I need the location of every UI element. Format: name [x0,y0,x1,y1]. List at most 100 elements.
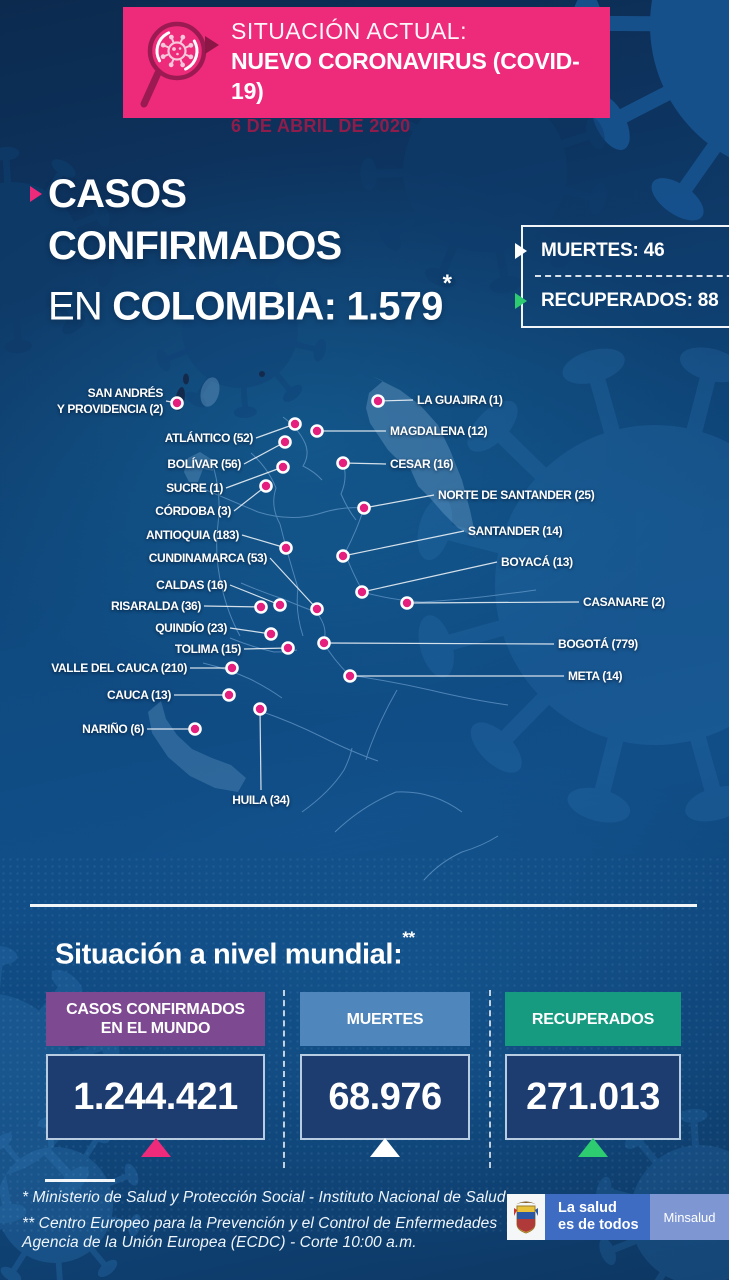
world-deaths-value: 68.976 [328,1075,442,1118]
map-label-norte-de-santander: NORTE DE SANTANDER (25) [438,488,595,502]
banner-kicker: SITUACIÓN ACTUAL: [231,18,467,44]
map-dot-huila [253,702,267,716]
map-label-valle-del-cauca: VALLE DEL CAUCA (210) [51,661,187,675]
leader-line-cesar [342,462,387,465]
world-section-title: Situación a nivel mundial:** [55,928,415,971]
confirmed-asterisk: * [442,270,452,297]
country-shape [161,376,563,909]
island-shadow [200,377,220,407]
map-dot-valle-del-cauca [225,661,239,675]
map-label-antioquia: ANTIOQUIA (183) [146,528,239,542]
world-card-confirmed-header: CASOS CONFIRMADOS EN EL MUNDO [46,992,265,1046]
colombia-coat-of-arms [507,1194,545,1240]
map-dot-cesar [336,456,350,470]
logo-brand: Minsalud [650,1194,729,1240]
map-dot-magdalena [310,424,324,438]
map-dot-quindio [264,627,278,641]
map-shadow-far [179,396,581,929]
map-dot-tolima [281,641,295,655]
world-card-deaths-valuebox: 68.976 [300,1054,470,1140]
leader-line-caldas [229,584,281,606]
world-card-confirmed: CASOS CONFIRMADOS EN EL MUNDO 1.244.421 [46,992,265,1157]
confirmed-cases-title: CASOS CONFIRMADOS EN COLOMBIA: 1.579* [48,168,452,332]
map-label-bolivar: BOLÍVAR (56) [167,457,241,471]
map-label-cordoba: CÓRDOBA (3) [155,504,231,518]
map-label-cauca: CAUCA (13) [106,688,171,702]
leader-line-bogota [323,642,555,645]
map-label-cundinamarca: CUNDINAMARCA (53) [148,551,268,565]
map-dot-caldas [273,598,287,612]
virus-watermark [417,347,729,823]
map-dot-risaralda [254,600,268,614]
deaths-arrow-icon [515,243,527,259]
map-shadow-near [171,388,573,921]
magnifier-virus-icon [140,21,207,108]
banner-date: 6 DE ABRIL DE 2020 [231,116,411,136]
title-arrow-icon [30,186,42,202]
footnote-rule [45,1179,115,1182]
map-dot-atlantico [288,417,302,431]
leader-line-cordoba [233,485,267,512]
leader-line-huila [259,708,262,791]
map-label-cesar: CESAR (16) [390,457,454,471]
world-card-deaths-header: MUERTES [300,992,470,1046]
confirmed-line1: CASOS [48,172,187,216]
map-label-casanare: CASANARE (2) [583,595,665,609]
world-card-recovered-valuebox: 271.013 [505,1054,681,1140]
footnote-1: * Ministerio de Salud y Protección Socia… [22,1189,506,1206]
map-label-la-guajira: LA GUAJIRA (1) [417,393,503,407]
map-dot-casanare [400,596,414,610]
map-dot-la-guajira [371,394,385,408]
deaths-label: MUERTES: 46 [541,240,665,261]
world-card-deaths: MUERTES 68.976 [300,992,470,1157]
map-label-boyaca: BOYACÁ (13) [501,555,573,569]
leader-line-sucre [225,466,284,489]
leader-line-antioquia [241,534,287,549]
map-label-narino: NARIÑO (6) [82,722,144,736]
map-dot-norte-de-santander [357,501,371,515]
map-dot-cordoba [259,479,273,493]
leader-line-quindio [229,627,272,635]
leader-line-la-guajira [377,399,414,402]
map-dot-bogota [317,636,331,650]
island-san-andres [175,387,185,411]
leader-line-tolima [243,647,289,650]
world-deaths-arrow-icon [370,1138,400,1157]
map-label-sucre: SUCRE (1) [166,481,223,495]
national-stats-box: MUERTES: 46 RECUPERADOS: 88 [515,225,729,328]
leader-line-bolivar [243,441,286,465]
map-dot-sucre [276,460,290,474]
map-dot-san-andres-y-providencia [170,396,184,410]
map-dot-meta [343,669,357,683]
world-card-recovered: RECUPERADOS 271.013 [505,992,681,1157]
leader-line-atlantico [255,423,296,439]
confirmed-line2: CONFIRMADOS [48,224,342,268]
leader-line-casanare [406,601,580,604]
section-separator [30,904,697,907]
leader-line-santander [342,530,465,557]
leader-line-san-andres-y-providencia [165,400,178,404]
map-label-santander: SANTANDER (14) [468,524,563,538]
logo-tagline: La salud es de todos [545,1194,650,1240]
neighbor-landmass-venezuela [366,376,476,538]
world-card-recovered-header: RECUPERADOS [505,992,681,1046]
world-card-confirmed-valuebox: 1.244.421 [46,1054,265,1140]
banner-title: NUEVO CORONAVIRUS (COVID-19) [231,48,580,104]
recovered-label: RECUPERADOS: 88 [541,290,719,311]
map-label-san-andres-y-providencia: SAN ANDRÉS Y PROVIDENCIA (2) [56,386,163,416]
map-dot-santander [336,549,350,563]
island-small [259,371,265,377]
neighbor-landmass-panama [184,452,213,482]
banner-arrow-icon [205,36,219,54]
island-providencia [183,373,189,385]
leader-line-risaralda [203,605,262,608]
map-label-meta: META (14) [568,669,623,683]
map-dot-cauca [222,688,236,702]
map-dot-cundinamarca [310,602,324,616]
minsalud-logo-bar: La salud es de todos Minsalud [507,1194,729,1240]
leader-line-norte-de-santander [363,494,435,509]
world-recovered-arrow-icon [578,1138,608,1157]
map-dot-narino [188,722,202,736]
leader-line-boyaca [361,561,498,593]
